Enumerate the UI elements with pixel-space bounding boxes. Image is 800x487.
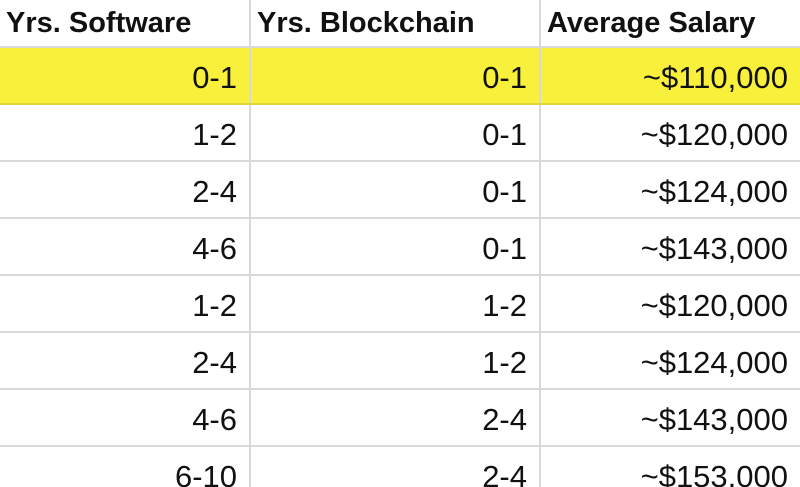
cell-yrs-software[interactable]: 6-10 [0,446,251,487]
cell-yrs-software[interactable]: 2-4 [0,161,251,219]
cell-average-salary[interactable]: ~$124,000 [540,161,800,219]
header-row: Yrs. Software Yrs. Blockchain Average Sa… [0,0,800,48]
table-row: 4-6 0-1 ~$143,000 [0,218,800,276]
cell-yrs-software[interactable]: 1-2 [0,104,251,162]
cell-yrs-blockchain[interactable]: 0-1 [250,104,541,162]
table-row: 6-10 2-4 ~$153,000 [0,446,800,487]
table-row: 2-4 1-2 ~$124,000 [0,332,800,390]
cell-yrs-blockchain[interactable]: 0-1 [250,47,541,105]
cell-yrs-software[interactable]: 2-4 [0,332,251,390]
cell-average-salary[interactable]: ~$110,000 [540,47,800,105]
table-row: 4-6 2-4 ~$143,000 [0,389,800,447]
header-cell-yrs-blockchain[interactable]: Yrs. Blockchain [250,0,541,48]
cell-yrs-software[interactable]: 4-6 [0,389,251,447]
cell-yrs-blockchain[interactable]: 0-1 [250,161,541,219]
table-row: 1-2 1-2 ~$120,000 [0,275,800,333]
cell-average-salary[interactable]: ~$143,000 [540,218,800,276]
cell-yrs-blockchain[interactable]: 1-2 [250,275,541,333]
cell-yrs-blockchain[interactable]: 2-4 [250,389,541,447]
cell-yrs-blockchain[interactable]: 0-1 [250,218,541,276]
cell-average-salary[interactable]: ~$120,000 [540,275,800,333]
cell-average-salary[interactable]: ~$124,000 [540,332,800,390]
cell-average-salary[interactable]: ~$153,000 [540,446,800,487]
cell-average-salary[interactable]: ~$120,000 [540,104,800,162]
table-row: 1-2 0-1 ~$120,000 [0,104,800,162]
cell-yrs-blockchain[interactable]: 2-4 [250,446,541,487]
cell-average-salary[interactable]: ~$143,000 [540,389,800,447]
header-cell-yrs-software[interactable]: Yrs. Software [0,0,251,48]
cell-yrs-blockchain[interactable]: 1-2 [250,332,541,390]
header-cell-average-salary[interactable]: Average Salary [540,0,800,48]
cell-yrs-software[interactable]: 4-6 [0,218,251,276]
table-row: 0-1 0-1 ~$110,000 [0,47,800,105]
cell-yrs-software[interactable]: 1-2 [0,275,251,333]
cell-yrs-software[interactable]: 0-1 [0,47,251,105]
table-row: 2-4 0-1 ~$124,000 [0,161,800,219]
